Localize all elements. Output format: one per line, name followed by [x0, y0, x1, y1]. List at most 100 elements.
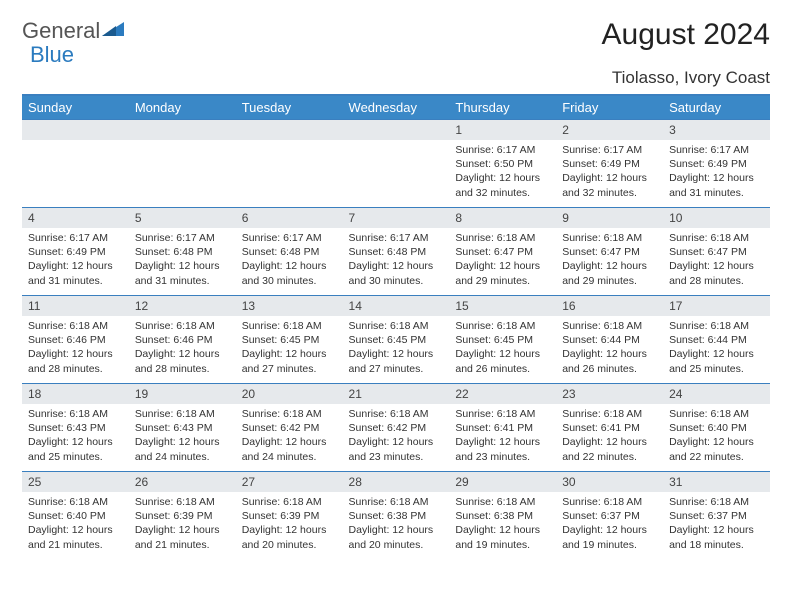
- logo-word-2: Blue: [30, 42, 74, 68]
- calendar-cell: [129, 119, 236, 207]
- day-number: 11: [22, 295, 129, 316]
- day-details: Sunrise: 6:18 AMSunset: 6:46 PMDaylight:…: [129, 316, 236, 382]
- day-number: 19: [129, 383, 236, 404]
- calendar-cell: 14Sunrise: 6:18 AMSunset: 6:45 PMDayligh…: [343, 295, 450, 383]
- logo: General: [22, 18, 126, 44]
- day-number: 27: [236, 471, 343, 492]
- calendar-cell: 18Sunrise: 6:18 AMSunset: 6:43 PMDayligh…: [22, 383, 129, 471]
- day-details: Sunrise: 6:17 AMSunset: 6:49 PMDaylight:…: [663, 140, 770, 206]
- day-number: [22, 119, 129, 140]
- day-number: 9: [556, 207, 663, 228]
- day-details: Sunrise: 6:18 AMSunset: 6:47 PMDaylight:…: [663, 228, 770, 294]
- day-number: [343, 119, 450, 140]
- day-details: Sunrise: 6:18 AMSunset: 6:38 PMDaylight:…: [449, 492, 556, 558]
- calendar-cell: 16Sunrise: 6:18 AMSunset: 6:44 PMDayligh…: [556, 295, 663, 383]
- calendar-cell: [236, 119, 343, 207]
- day-details: Sunrise: 6:18 AMSunset: 6:41 PMDaylight:…: [449, 404, 556, 470]
- calendar-cell: 2Sunrise: 6:17 AMSunset: 6:49 PMDaylight…: [556, 119, 663, 207]
- day-number: 20: [236, 383, 343, 404]
- day-details: Sunrise: 6:18 AMSunset: 6:43 PMDaylight:…: [129, 404, 236, 470]
- calendar-cell: 26Sunrise: 6:18 AMSunset: 6:39 PMDayligh…: [129, 471, 236, 559]
- weekday-header: Sunday: [22, 96, 129, 119]
- day-number: 21: [343, 383, 450, 404]
- day-details: Sunrise: 6:18 AMSunset: 6:37 PMDaylight:…: [556, 492, 663, 558]
- day-details: [343, 140, 450, 163]
- calendar-cell: 11Sunrise: 6:18 AMSunset: 6:46 PMDayligh…: [22, 295, 129, 383]
- day-details: Sunrise: 6:18 AMSunset: 6:39 PMDaylight:…: [236, 492, 343, 558]
- day-number: 17: [663, 295, 770, 316]
- day-number: 30: [556, 471, 663, 492]
- calendar-cell: 7Sunrise: 6:17 AMSunset: 6:48 PMDaylight…: [343, 207, 450, 295]
- calendar-cell: 17Sunrise: 6:18 AMSunset: 6:44 PMDayligh…: [663, 295, 770, 383]
- day-number: 4: [22, 207, 129, 228]
- month-title: August 2024: [602, 18, 770, 52]
- day-number: 6: [236, 207, 343, 228]
- day-number: 8: [449, 207, 556, 228]
- calendar-cell: 28Sunrise: 6:18 AMSunset: 6:38 PMDayligh…: [343, 471, 450, 559]
- day-details: Sunrise: 6:18 AMSunset: 6:39 PMDaylight:…: [129, 492, 236, 558]
- calendar-cell: 22Sunrise: 6:18 AMSunset: 6:41 PMDayligh…: [449, 383, 556, 471]
- day-details: Sunrise: 6:18 AMSunset: 6:44 PMDaylight:…: [556, 316, 663, 382]
- day-details: Sunrise: 6:18 AMSunset: 6:42 PMDaylight:…: [343, 404, 450, 470]
- weekday-header: Tuesday: [236, 96, 343, 119]
- calendar-cell: 4Sunrise: 6:17 AMSunset: 6:49 PMDaylight…: [22, 207, 129, 295]
- calendar-cell: 15Sunrise: 6:18 AMSunset: 6:45 PMDayligh…: [449, 295, 556, 383]
- calendar-cell: [22, 119, 129, 207]
- calendar-cell: 3Sunrise: 6:17 AMSunset: 6:49 PMDaylight…: [663, 119, 770, 207]
- day-details: Sunrise: 6:18 AMSunset: 6:45 PMDaylight:…: [449, 316, 556, 382]
- day-number: 3: [663, 119, 770, 140]
- weekday-header: Saturday: [663, 96, 770, 119]
- day-number: 25: [22, 471, 129, 492]
- day-details: Sunrise: 6:18 AMSunset: 6:45 PMDaylight:…: [343, 316, 450, 382]
- weekday-header: Friday: [556, 96, 663, 119]
- day-details: Sunrise: 6:18 AMSunset: 6:40 PMDaylight:…: [22, 492, 129, 558]
- calendar-row: 1Sunrise: 6:17 AMSunset: 6:50 PMDaylight…: [22, 119, 770, 207]
- logo-icon: [102, 20, 124, 38]
- day-number: 13: [236, 295, 343, 316]
- day-details: Sunrise: 6:18 AMSunset: 6:43 PMDaylight:…: [22, 404, 129, 470]
- weekday-header: Thursday: [449, 96, 556, 119]
- day-details: Sunrise: 6:17 AMSunset: 6:49 PMDaylight:…: [22, 228, 129, 294]
- day-number: 12: [129, 295, 236, 316]
- calendar-row: 4Sunrise: 6:17 AMSunset: 6:49 PMDaylight…: [22, 207, 770, 295]
- calendar-cell: 25Sunrise: 6:18 AMSunset: 6:40 PMDayligh…: [22, 471, 129, 559]
- day-details: Sunrise: 6:17 AMSunset: 6:49 PMDaylight:…: [556, 140, 663, 206]
- day-details: Sunrise: 6:17 AMSunset: 6:48 PMDaylight:…: [343, 228, 450, 294]
- calendar-cell: 24Sunrise: 6:18 AMSunset: 6:40 PMDayligh…: [663, 383, 770, 471]
- day-details: [236, 140, 343, 163]
- calendar-cell: 1Sunrise: 6:17 AMSunset: 6:50 PMDaylight…: [449, 119, 556, 207]
- calendar-table: Sunday Monday Tuesday Wednesday Thursday…: [22, 96, 770, 559]
- calendar-cell: 8Sunrise: 6:18 AMSunset: 6:47 PMDaylight…: [449, 207, 556, 295]
- day-details: Sunrise: 6:17 AMSunset: 6:48 PMDaylight:…: [236, 228, 343, 294]
- day-number: [129, 119, 236, 140]
- calendar-cell: 30Sunrise: 6:18 AMSunset: 6:37 PMDayligh…: [556, 471, 663, 559]
- calendar-cell: [343, 119, 450, 207]
- day-number: 16: [556, 295, 663, 316]
- calendar-cell: 20Sunrise: 6:18 AMSunset: 6:42 PMDayligh…: [236, 383, 343, 471]
- calendar-cell: 27Sunrise: 6:18 AMSunset: 6:39 PMDayligh…: [236, 471, 343, 559]
- day-number: 26: [129, 471, 236, 492]
- day-details: Sunrise: 6:17 AMSunset: 6:48 PMDaylight:…: [129, 228, 236, 294]
- calendar-cell: 5Sunrise: 6:17 AMSunset: 6:48 PMDaylight…: [129, 207, 236, 295]
- day-number: 18: [22, 383, 129, 404]
- calendar-cell: 19Sunrise: 6:18 AMSunset: 6:43 PMDayligh…: [129, 383, 236, 471]
- day-details: Sunrise: 6:18 AMSunset: 6:44 PMDaylight:…: [663, 316, 770, 382]
- calendar-cell: 23Sunrise: 6:18 AMSunset: 6:41 PMDayligh…: [556, 383, 663, 471]
- location-label: Tiolasso, Ivory Coast: [22, 68, 770, 96]
- title-block: August 2024: [602, 18, 770, 56]
- day-number: 5: [129, 207, 236, 228]
- day-details: [22, 140, 129, 163]
- calendar-cell: 6Sunrise: 6:17 AMSunset: 6:48 PMDaylight…: [236, 207, 343, 295]
- calendar-body: 1Sunrise: 6:17 AMSunset: 6:50 PMDaylight…: [22, 119, 770, 559]
- weekday-header-row: Sunday Monday Tuesday Wednesday Thursday…: [22, 96, 770, 119]
- weekday-header: Wednesday: [343, 96, 450, 119]
- calendar-cell: 13Sunrise: 6:18 AMSunset: 6:45 PMDayligh…: [236, 295, 343, 383]
- day-details: Sunrise: 6:18 AMSunset: 6:37 PMDaylight:…: [663, 492, 770, 558]
- day-number: 24: [663, 383, 770, 404]
- day-number: 31: [663, 471, 770, 492]
- calendar-row: 11Sunrise: 6:18 AMSunset: 6:46 PMDayligh…: [22, 295, 770, 383]
- day-details: Sunrise: 6:18 AMSunset: 6:42 PMDaylight:…: [236, 404, 343, 470]
- calendar-cell: 9Sunrise: 6:18 AMSunset: 6:47 PMDaylight…: [556, 207, 663, 295]
- day-number: 15: [449, 295, 556, 316]
- page-header: General August 2024: [22, 18, 770, 56]
